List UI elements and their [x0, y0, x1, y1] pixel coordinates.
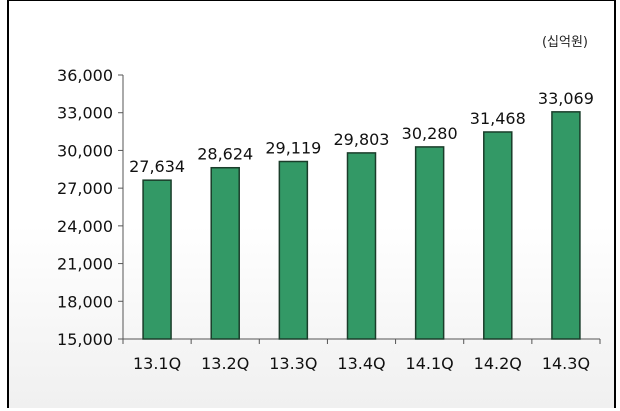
- x-tick-label: 13.4Q: [337, 354, 385, 373]
- data-label: 29,119: [265, 139, 321, 158]
- bar: [210, 166, 240, 340]
- chart-frame: (십억원): [7, 0, 616, 408]
- bar: [346, 152, 377, 340]
- y-tick-label: 15,000: [57, 330, 113, 349]
- bar: [278, 160, 309, 340]
- x-tick-label: 14.1Q: [406, 354, 454, 373]
- bar: [551, 111, 581, 340]
- axes: 15,000 18,000 21,000 24,000 27,000 30,000 33,0…: [57, 66, 601, 349]
- data-label: 29,803: [334, 130, 390, 149]
- y-tick-label: 24,000: [57, 217, 113, 236]
- y-tick-label: 30,000: [57, 141, 113, 160]
- y-tick-label: 18,000: [57, 292, 113, 311]
- y-tick-label: 27,000: [57, 179, 113, 198]
- y-tick-label: 33,000: [57, 104, 113, 123]
- data-label: 33,069: [538, 89, 594, 108]
- x-tick-label: 14.3Q: [542, 354, 590, 373]
- y-tick-label: 21,000: [57, 255, 113, 274]
- data-label: 30,280: [402, 124, 458, 143]
- x-tick-label: 13.1Q: [133, 354, 181, 373]
- bar: [414, 146, 445, 340]
- data-label: 27,634: [129, 157, 185, 176]
- x-tick-label: 14.2Q: [474, 354, 522, 373]
- x-tick-label: 13.2Q: [201, 354, 249, 373]
- x-tick-label: 13.3Q: [269, 354, 317, 373]
- data-label: 28,624: [197, 145, 253, 164]
- bar: [483, 131, 513, 340]
- bar: [142, 179, 172, 340]
- labels: 27,634 13.1Q 28,624 13.2Q 29,119 13.3Q 29,803 1…: [129, 89, 594, 373]
- y-tick-label: 36,000: [57, 66, 113, 85]
- bars: [142, 111, 581, 340]
- data-label: 31,468: [470, 109, 526, 128]
- unit-label: (십억원): [541, 35, 588, 50]
